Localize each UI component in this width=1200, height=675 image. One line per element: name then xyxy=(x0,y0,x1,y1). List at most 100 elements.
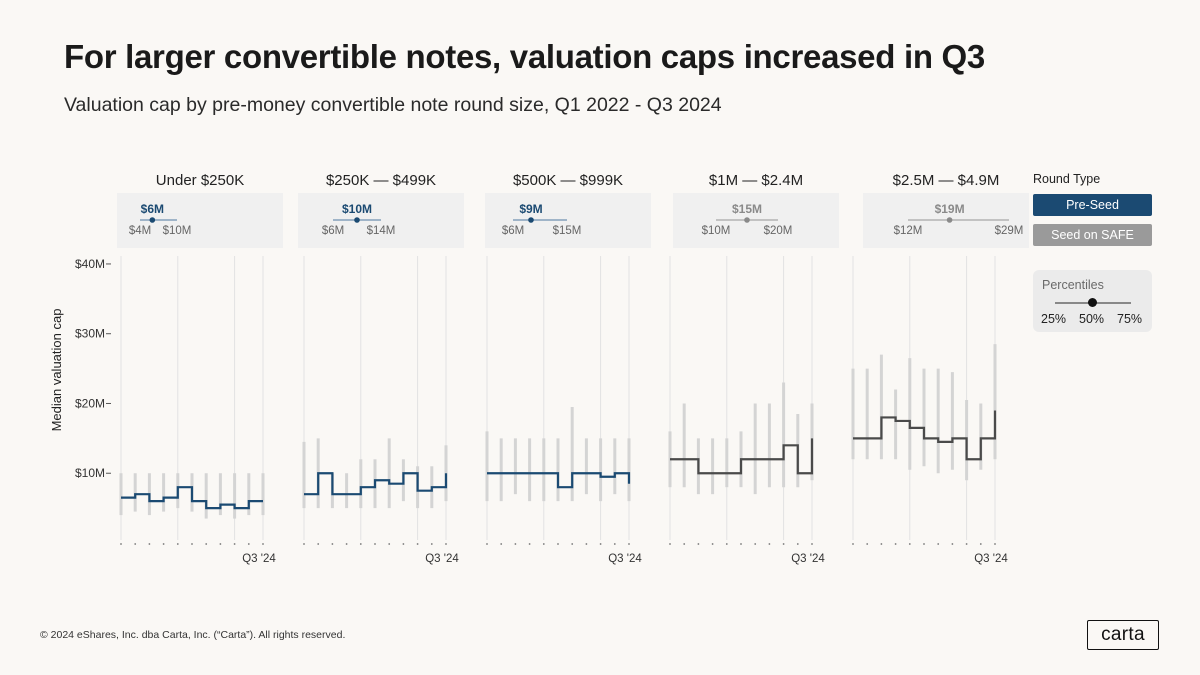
summary-median-dot xyxy=(946,217,953,223)
legend-seed-on-safe-button[interactable]: Seed on SAFE xyxy=(1033,224,1152,246)
x-tick-mark xyxy=(247,543,250,545)
x-tick-mark xyxy=(599,543,602,545)
x-tick-mark xyxy=(374,543,376,545)
summary-median-label: $19M xyxy=(935,202,965,216)
x-tick-mark xyxy=(754,543,757,545)
summary-median-dot xyxy=(744,217,750,223)
x-tick-mark xyxy=(923,543,925,545)
x-tick-mark xyxy=(191,543,193,545)
x-tick-mark xyxy=(317,543,320,545)
summary-p25-label: $12M xyxy=(894,225,923,237)
x-tick-mark xyxy=(148,543,151,545)
x-tick-mark xyxy=(445,543,447,545)
summary-p75-label: $29M xyxy=(995,225,1024,237)
x-tick-mark xyxy=(613,543,616,545)
chart-subtitle: Valuation cap by pre-money convertible n… xyxy=(64,94,722,116)
x-tick-mark xyxy=(965,543,968,545)
x-tick-mark xyxy=(162,543,165,545)
x-tick-mark xyxy=(219,543,222,545)
summary-p75-label: $14M xyxy=(367,225,396,237)
summary-p25-label: $6M xyxy=(502,225,524,237)
x-tick-mark xyxy=(134,543,137,545)
x-tick-mark xyxy=(711,543,714,545)
percentile-25-label: 25% xyxy=(1041,312,1067,326)
x-tick-mark xyxy=(811,543,813,545)
x-tick-mark xyxy=(866,543,869,545)
x-tick-label: Q3 '24 xyxy=(425,553,459,565)
percentiles-title: Percentiles xyxy=(1042,278,1104,292)
x-tick-mark xyxy=(557,543,559,545)
x-tick-mark xyxy=(402,543,405,545)
x-tick-mark xyxy=(176,543,179,545)
x-tick-mark xyxy=(628,543,630,545)
x-tick-mark xyxy=(120,543,122,545)
y-tick-label: $30M xyxy=(75,327,105,341)
summary-p75-label: $10M xyxy=(163,225,192,237)
x-tick-mark xyxy=(359,543,362,545)
panel-title: $1M — $2.4M xyxy=(709,172,803,189)
x-tick-mark xyxy=(669,543,671,545)
y-axis-label: Median valuation cap xyxy=(49,309,64,432)
summary-median-dot xyxy=(354,217,360,223)
chart-title: For larger convertible notes, valuation … xyxy=(64,38,985,75)
x-tick-mark xyxy=(994,543,996,545)
percentiles-control: Percentiles 25% 50% 75% xyxy=(1033,270,1152,332)
summary-median-label: $10M xyxy=(342,202,372,216)
x-tick-mark xyxy=(500,543,503,545)
x-tick-mark xyxy=(908,543,911,545)
x-tick-mark xyxy=(740,543,742,545)
median-step-line xyxy=(304,472,448,496)
x-tick-label: Q3 '24 xyxy=(242,553,276,565)
x-tick-mark xyxy=(542,543,545,545)
x-tick-mark xyxy=(262,543,264,545)
x-tick-mark xyxy=(894,543,897,545)
legend-preseed-button[interactable]: Pre-Seed xyxy=(1033,194,1152,216)
x-tick-mark xyxy=(937,543,940,545)
x-tick-mark xyxy=(486,543,488,545)
x-tick-mark xyxy=(331,543,334,545)
x-tick-mark xyxy=(514,543,517,545)
percentiles-slider-handle[interactable] xyxy=(1088,298,1097,307)
x-tick-mark xyxy=(768,543,771,545)
percentile-50-label: 50% xyxy=(1079,312,1105,326)
x-tick-mark xyxy=(880,543,883,545)
median-step-line xyxy=(487,472,631,489)
x-tick-mark xyxy=(430,543,433,545)
median-step-line xyxy=(670,438,814,475)
x-tick-mark xyxy=(782,543,785,545)
panel-summary-box xyxy=(485,193,651,248)
panel-title: $2.5M — $4.9M xyxy=(893,172,1000,189)
x-tick-mark xyxy=(388,543,391,545)
x-tick-mark xyxy=(571,543,574,545)
summary-p25-label: $10M xyxy=(702,225,731,237)
carta-logo: carta xyxy=(1087,620,1159,650)
x-tick-mark xyxy=(585,543,588,545)
median-step-line xyxy=(853,410,997,461)
x-tick-label: Q3 '24 xyxy=(974,553,1008,565)
panel-title: $500K — $999K xyxy=(513,172,623,189)
x-tick-label: Q3 '24 xyxy=(608,553,642,565)
x-tick-mark xyxy=(951,543,954,545)
x-tick-mark xyxy=(683,543,686,545)
summary-median-label: $9M xyxy=(519,202,542,216)
x-tick-mark xyxy=(796,543,799,545)
x-tick-mark xyxy=(725,543,728,545)
summary-p25-label: $4M xyxy=(129,225,151,237)
x-tick-mark xyxy=(233,543,236,545)
x-tick-label: Q3 '24 xyxy=(791,553,825,565)
panel-title: Under $250K xyxy=(156,172,244,189)
x-tick-mark xyxy=(697,543,700,545)
legend-title: Round Type xyxy=(1033,172,1101,186)
y-tick-label: $20M xyxy=(75,396,105,410)
x-tick-mark xyxy=(416,543,419,545)
summary-median-label: $15M xyxy=(732,202,762,216)
y-tick-label: $40M xyxy=(75,257,105,271)
copyright-footer: © 2024 eShares, Inc. dba Carta, Inc. (“C… xyxy=(40,629,346,641)
x-tick-mark xyxy=(205,543,208,545)
percentile-75-label: 75% xyxy=(1117,312,1143,326)
x-tick-mark xyxy=(979,543,982,545)
x-tick-mark xyxy=(345,543,348,545)
summary-p75-label: $20M xyxy=(764,225,793,237)
x-tick-mark xyxy=(528,543,531,545)
